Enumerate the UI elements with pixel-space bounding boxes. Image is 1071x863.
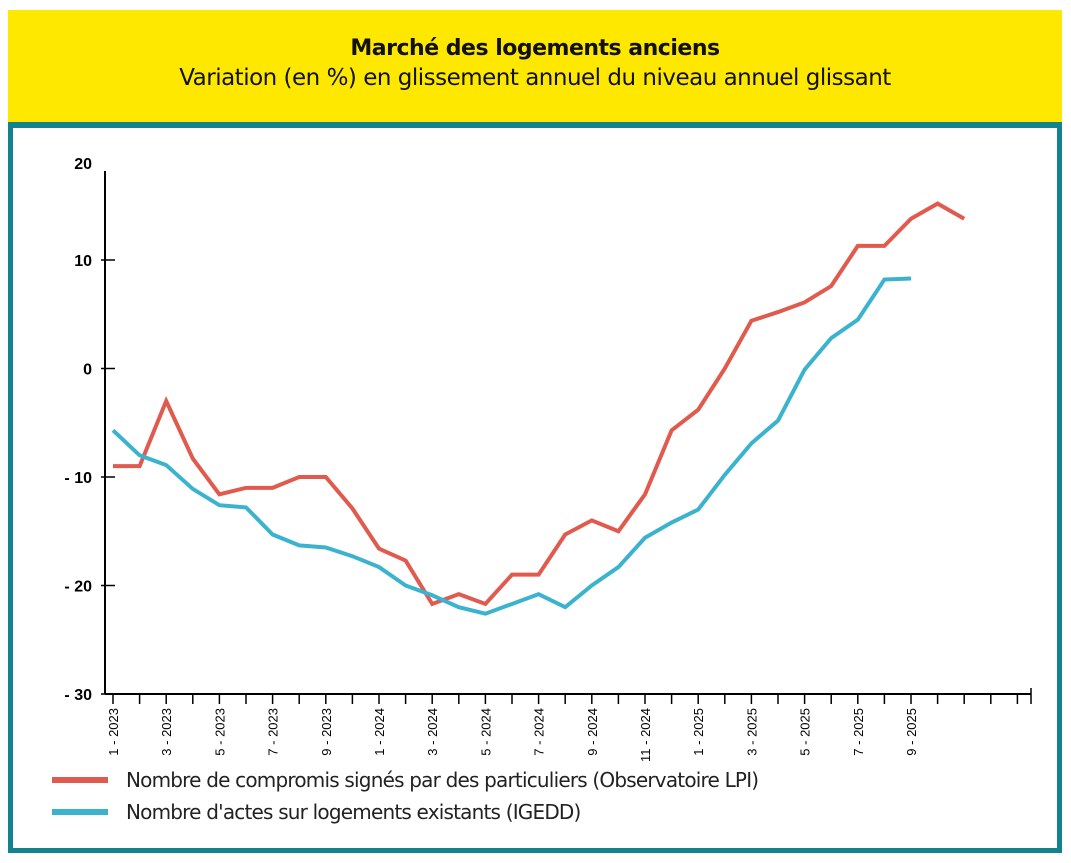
legend-label: Nombre de compromis signés par des parti… [126, 768, 759, 792]
legend-swatch-blue [52, 809, 108, 815]
legend-item-lpi: Nombre de compromis signés par des parti… [52, 768, 759, 792]
chart-frame [8, 122, 1062, 853]
series-line-igedd [111, 276, 912, 616]
legend-swatch-red [52, 777, 108, 783]
x-tick-label: 7 - 2023 [266, 708, 281, 756]
x-tick-label: 3 - 2023 [159, 708, 174, 756]
x-tick-label: 7 - 2025 [851, 708, 866, 756]
x-tick-label: 1 - 2023 [106, 708, 121, 756]
x-tick-label: 9 - 2024 [585, 708, 600, 756]
y-tick-label: 0 [83, 362, 92, 379]
y-tick-label: - 20 [64, 579, 92, 596]
y-tick-label: - 30 [64, 687, 92, 704]
x-tick-label: 7 - 2024 [532, 708, 547, 756]
x-tick-label: 9 - 2025 [904, 708, 919, 756]
x-tick-label: 11 - 2024 [638, 708, 653, 762]
x-tick-label: 5 - 2023 [212, 708, 227, 756]
x-tick-label: 1 - 2025 [691, 708, 706, 756]
x-tick-label: 5 - 2025 [798, 708, 813, 756]
chart-header: Marché des logements anciens Variation (… [8, 10, 1062, 122]
legend-item-igedd: Nombre d'actes sur logements existants (… [52, 800, 581, 824]
chart-title: Marché des logements anciens [350, 36, 720, 61]
x-tick-label: 3 - 2024 [425, 708, 440, 756]
chart-subtitle: Variation (en %) en glissement annuel du… [179, 65, 891, 91]
legend-label: Nombre d'actes sur logements existants (… [126, 800, 581, 824]
y-tick-label: 10 [74, 253, 92, 270]
x-tick-label: 5 - 2024 [478, 708, 493, 756]
x-tick-label: 1 - 2024 [372, 708, 387, 756]
x-tick-label: 3 - 2025 [744, 708, 759, 756]
x-tick-label: 9 - 2023 [319, 708, 334, 756]
series-line-lpi [113, 201, 966, 607]
y-tick-label: - 10 [64, 470, 92, 487]
y-tick-label: 20 [74, 156, 92, 173]
